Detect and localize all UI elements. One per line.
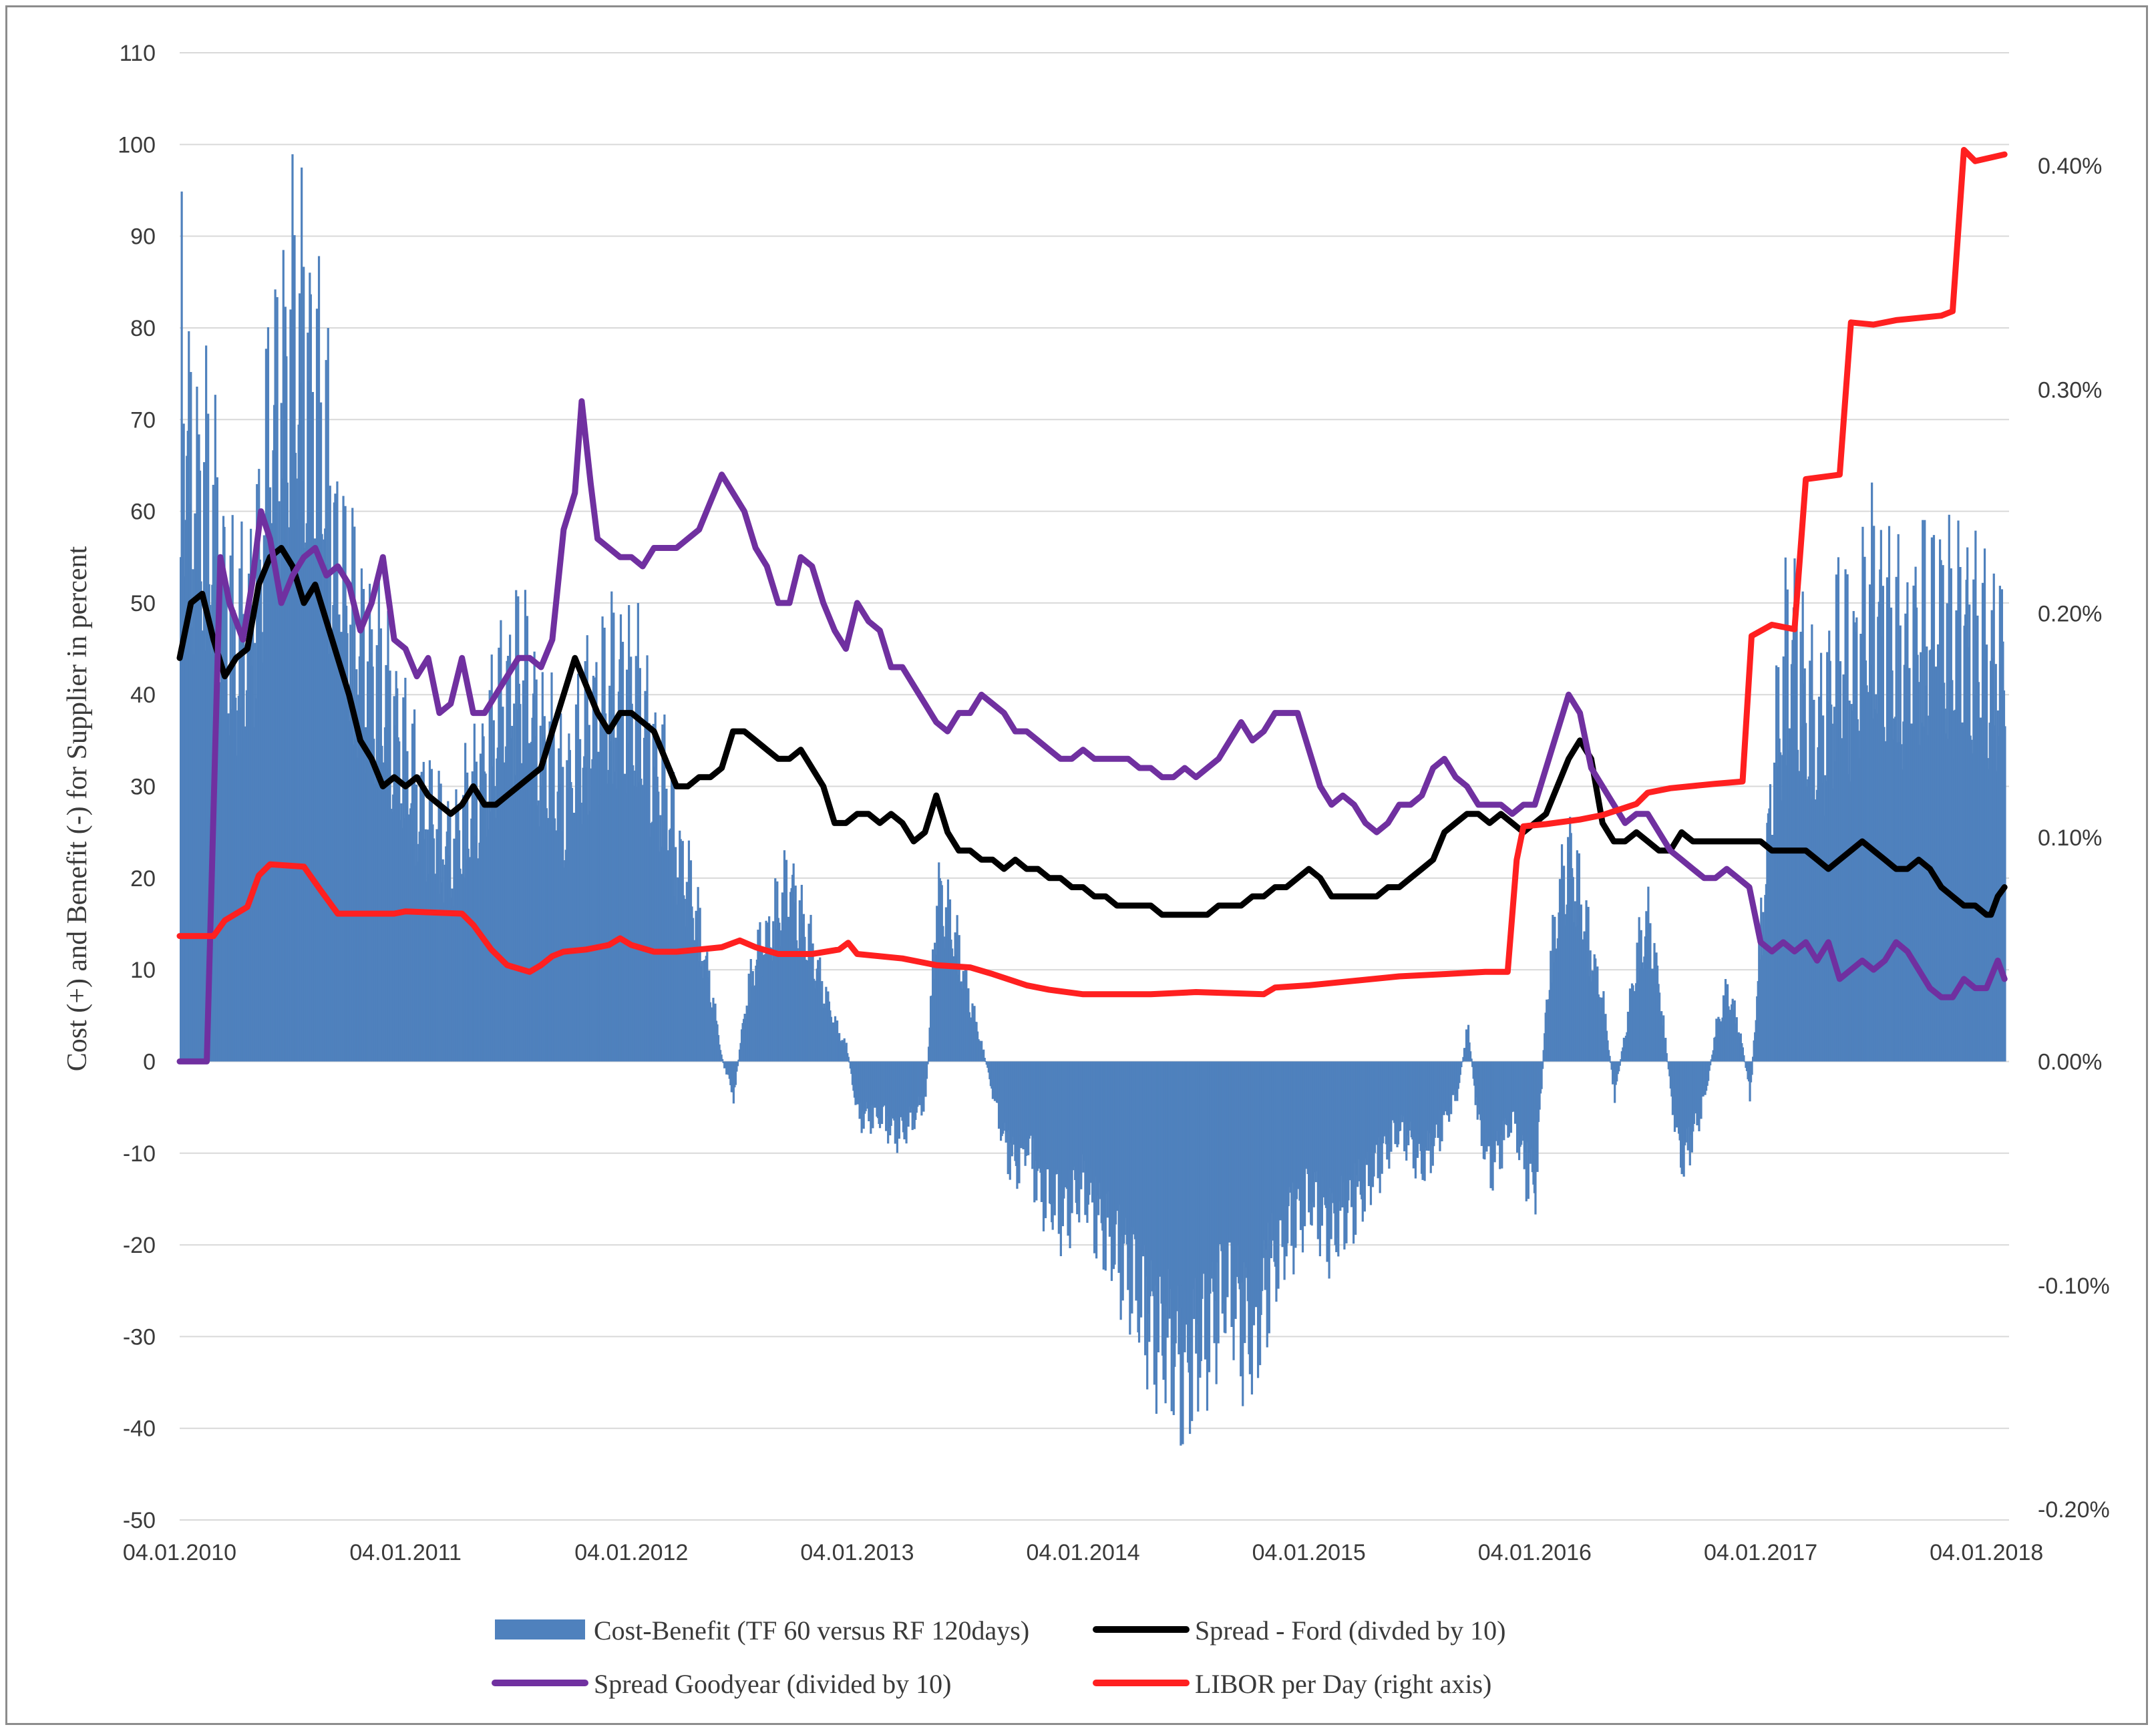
cost-benefit-bar: [1665, 1053, 1668, 1062]
x-tick-label: 04.01.2017: [1704, 1540, 1817, 1565]
y-left-tick-label: -10: [123, 1141, 156, 1167]
y-left-tick-label: 50: [130, 591, 156, 616]
spread-goodyear-divided-by-10-line: [176, 398, 2008, 1065]
x-tick-label: 04.01.2014: [1027, 1540, 1140, 1565]
cost-benefit-bar: [845, 1042, 848, 1062]
legend: Cost-Benefit (TF 60 versus RF 120days) Sp…: [492, 1615, 1505, 1699]
cost-benefit-bar: [721, 1058, 724, 1062]
cost-benefit-bar: [1607, 1050, 1610, 1062]
cost-benefit-bar: [1708, 1061, 1711, 1071]
y-left-tick-label: 30: [130, 775, 156, 800]
y-left-tick-label: 70: [130, 407, 156, 433]
chart-frame: -50 -40 -30 -20 -10 0 10 20 30 40 50 60 70 80 90 100 110…: [5, 5, 2148, 1725]
legend-label: Spread - Ford (divded by 10): [1195, 1615, 1505, 1646]
legend-label: LIBOR per Day (right axis): [1195, 1669, 1491, 1699]
cost-benefit-bar: [1664, 1038, 1667, 1062]
legend-swatch-bar: [495, 1619, 585, 1640]
x-tick-label: 04.01.2015: [1252, 1540, 1366, 1565]
cost-benefit-bar: [924, 1061, 927, 1097]
chart-plot: -50 -40 -30 -20 -10 0 10 20 30 40 50 60 70 80 90 100 110…: [62, 41, 2110, 1699]
cost-benefit-bar: [1470, 1058, 1473, 1062]
libor-per-day-right-axis-line: [176, 147, 2008, 998]
cost-benefit-bar: [720, 1054, 723, 1062]
cost-benefit-bar: [1469, 1051, 1472, 1062]
y-left-tick-label: -50: [123, 1508, 156, 1533]
cost-benefit-bar: [1461, 1061, 1464, 1063]
y-right-tick-label: 0.00%: [2038, 1049, 2102, 1075]
cost-benefit-bar: [926, 1061, 929, 1065]
y-left-tick-label: 40: [130, 683, 156, 708]
y-left-tick-label: 80: [130, 316, 156, 341]
cost-benefit-bar: [1741, 1047, 1745, 1062]
cost-benefit-bar: [1618, 1061, 1621, 1066]
cost-benefit-bar: [735, 1061, 738, 1072]
cost-benefit-bar: [1608, 1056, 1611, 1062]
cost-benefit-bar: [1751, 1061, 1753, 1075]
y-left-tick-label: -40: [123, 1416, 156, 1442]
cost-benefit-bar: [1540, 1061, 1543, 1089]
cost-benefit-bar: [1662, 1015, 1665, 1062]
x-tick-label: 04.01.2010: [123, 1540, 236, 1565]
gridlines: [180, 52, 2009, 1521]
cost-benefit-bar: [1460, 1061, 1463, 1068]
y-right-tick-label: 0.30%: [2038, 377, 2102, 403]
y-right-tick-label: -0.20%: [2038, 1497, 2110, 1523]
x-tick-label: 04.01.2013: [800, 1540, 914, 1565]
cost-benefit-bar: [847, 1056, 850, 1062]
y-left-tick-label: 10: [130, 958, 156, 983]
series-lines: [176, 147, 2008, 1065]
y-right-tick-label: -0.10%: [2038, 1274, 2110, 1299]
x-tick-label: 04.01.2018: [1930, 1540, 2043, 1565]
cost-benefit-bar: [1743, 1055, 1745, 1062]
spread-ford-divded-by-10-line: [176, 545, 2008, 918]
x-tick-label: 04.01.2012: [574, 1540, 688, 1565]
cost-benefit-bar: [2004, 726, 2006, 1062]
y-right-tick-label: 0.20%: [2038, 602, 2102, 627]
y-left-tick-label: 100: [118, 132, 156, 158]
legend-label: Spread Goodyear (divided by 10): [594, 1669, 951, 1699]
y-left-tick-label: 90: [130, 224, 156, 250]
cost-benefit-bar: [1542, 1061, 1544, 1069]
y-left-tick-label: -30: [123, 1324, 156, 1350]
y-left-tick-label: 20: [130, 866, 156, 892]
y-axis-label: Cost (+) and Benefit (-) for Supplier in…: [62, 546, 93, 1071]
cost-benefit-bar: [925, 1061, 928, 1079]
y-right-tick-label: 0.40%: [2038, 154, 2102, 179]
y-left-tick-label: 0: [143, 1049, 156, 1075]
x-tick-label: 04.01.2016: [1478, 1540, 1592, 1565]
cost-benefit-bar: [736, 1061, 739, 1067]
cost-benefit-bar: [983, 1058, 986, 1062]
cost-benefit-bar: [982, 1049, 985, 1062]
y-left-tick-label: 60: [130, 500, 156, 525]
cost-benefit-bar: [1707, 1061, 1710, 1081]
cost-benefit-bar: [734, 1061, 737, 1085]
axes: -50 -40 -30 -20 -10 0 10 20 30 40 50 60 70 80 90 100 110…: [118, 41, 2109, 1565]
legend-label: Cost-Benefit (TF 60 versus RF 120days): [594, 1615, 1029, 1646]
cost-benefit-bar: [1459, 1061, 1461, 1075]
y-right-tick-label: 0.10%: [2038, 825, 2102, 851]
y-left-tick-label: 110: [120, 41, 156, 66]
cost-benefit-bars: [180, 154, 2006, 1446]
x-tick-label: 04.01.2011: [349, 1540, 462, 1565]
y-left-tick-label: -20: [123, 1233, 156, 1258]
cost-benefit-bar: [1709, 1061, 1712, 1066]
cost-benefit-bar: [1618, 1061, 1620, 1072]
